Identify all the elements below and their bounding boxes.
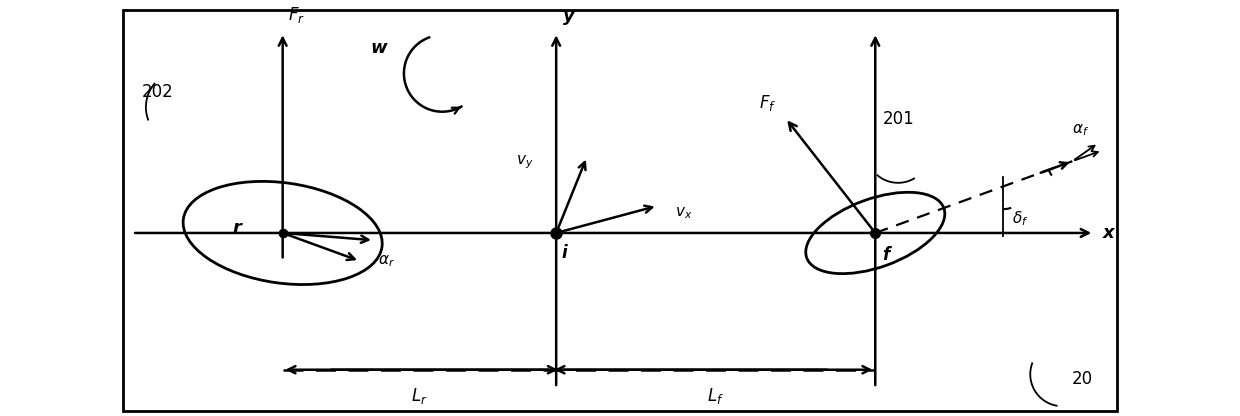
Text: 202: 202 (141, 82, 174, 101)
Text: f: f (883, 246, 890, 264)
Text: w: w (371, 39, 388, 57)
Text: $v_y$: $v_y$ (516, 153, 533, 171)
Text: $F_r$: $F_r$ (288, 5, 305, 25)
Text: i: i (562, 244, 568, 262)
Text: $L_f$: $L_f$ (707, 386, 724, 406)
Text: y: y (563, 7, 574, 25)
Text: $F_f$: $F_f$ (759, 94, 776, 114)
Text: $L_r$: $L_r$ (412, 386, 428, 406)
Text: x: x (1104, 224, 1115, 242)
Text: 20: 20 (1071, 370, 1092, 388)
Text: $\alpha_r$: $\alpha_r$ (378, 253, 396, 269)
Text: $\alpha_f$: $\alpha_f$ (1073, 123, 1090, 139)
Text: $\delta_f$: $\delta_f$ (1013, 209, 1029, 228)
Text: 201: 201 (883, 110, 914, 128)
Text: $v_x$: $v_x$ (675, 205, 692, 221)
Text: r: r (233, 219, 242, 238)
